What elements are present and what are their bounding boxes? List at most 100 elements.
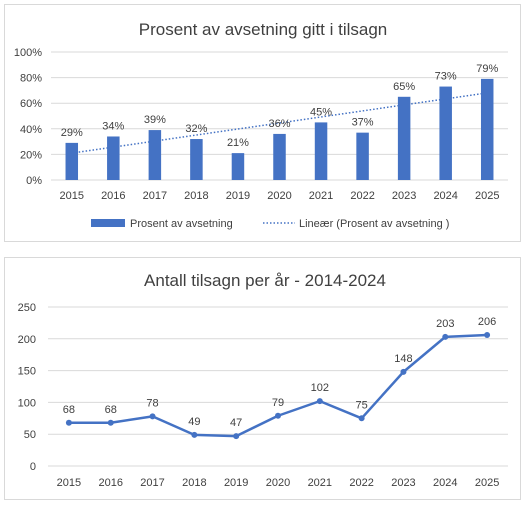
bar bbox=[439, 86, 452, 180]
x-tick-label: 2017 bbox=[143, 190, 167, 202]
bar bbox=[356, 132, 369, 180]
x-tick-label: 2017 bbox=[140, 477, 164, 489]
data-label: 32% bbox=[185, 123, 207, 135]
y-tick-label: 0% bbox=[26, 175, 42, 187]
bar bbox=[397, 96, 411, 180]
x-tick-label: 2015 bbox=[57, 477, 81, 489]
y-tick-label: 250 bbox=[18, 302, 36, 314]
data-label: 36% bbox=[268, 118, 290, 130]
y-tick-label: 150 bbox=[18, 366, 36, 378]
gridlines bbox=[48, 306, 508, 467]
bar bbox=[65, 142, 79, 180]
data-label: 68 bbox=[63, 404, 75, 416]
data-point bbox=[149, 413, 156, 420]
bar bbox=[107, 136, 120, 180]
data-point bbox=[65, 419, 72, 426]
x-axis-ticks: 2015 2016 2017 2018 2019 2020 2021 2022 2023 2024… bbox=[57, 477, 500, 489]
data-label: 79% bbox=[476, 63, 498, 75]
data-label: 203 bbox=[436, 318, 454, 330]
y-tick-label: 200 bbox=[18, 334, 36, 346]
bar bbox=[148, 130, 162, 180]
series-points bbox=[65, 331, 491, 440]
data-labels: 29% 34% 39% 32% 21% 36% 45% 37% 65% 73% 79% bbox=[61, 63, 499, 149]
bar bbox=[273, 133, 286, 180]
x-tick-label: 2021 bbox=[308, 477, 332, 489]
bar bbox=[190, 139, 203, 180]
gridlines bbox=[51, 51, 508, 181]
data-label: 65% bbox=[393, 81, 415, 93]
count-line-chart: Antall tilsagn per år - 2014-2024 0 50 100… bbox=[18, 271, 508, 489]
y-tick-label: 0 bbox=[30, 461, 36, 473]
data-point bbox=[107, 419, 114, 426]
data-label: 68 bbox=[105, 404, 117, 416]
x-tick-label: 2019 bbox=[226, 190, 250, 202]
data-label: 45% bbox=[310, 106, 332, 118]
y-tick-label: 40% bbox=[20, 124, 42, 136]
y-tick-label: 80% bbox=[20, 73, 42, 85]
x-tick-label: 2023 bbox=[391, 477, 415, 489]
bar bbox=[480, 78, 494, 180]
bar bbox=[231, 153, 245, 180]
count-chart-panel: Antall tilsagn per år - 2014-2024 0 50 100… bbox=[4, 257, 521, 500]
y-axis-ticks: 0 50 100 150 200 250 bbox=[18, 302, 36, 473]
x-tick-label: 2016 bbox=[101, 190, 125, 202]
x-tick-label: 2015 bbox=[60, 190, 84, 202]
data-label: 79 bbox=[272, 397, 284, 409]
y-tick-label: 20% bbox=[20, 149, 42, 161]
x-tick-label: 2022 bbox=[349, 477, 373, 489]
data-point bbox=[400, 368, 407, 375]
data-labels: 68 68 78 49 47 79 102 75 148 203 206 bbox=[63, 316, 496, 429]
x-tick-label: 2021 bbox=[309, 190, 333, 202]
data-label: 39% bbox=[144, 114, 166, 126]
x-tick-label: 2024 bbox=[433, 477, 457, 489]
x-tick-label: 2024 bbox=[433, 190, 457, 202]
bars bbox=[65, 78, 494, 180]
data-label: 75 bbox=[356, 399, 368, 411]
bar bbox=[314, 122, 328, 180]
data-point bbox=[275, 412, 281, 419]
legend-label-bar: Prosent av avsetning bbox=[130, 218, 233, 230]
data-point bbox=[442, 333, 449, 340]
data-label: 206 bbox=[478, 316, 496, 328]
x-tick-label: 2018 bbox=[184, 190, 208, 202]
data-label: 47 bbox=[230, 417, 242, 429]
data-label: 21% bbox=[227, 137, 249, 149]
data-point bbox=[233, 433, 240, 440]
x-tick-label: 2019 bbox=[224, 477, 248, 489]
data-point bbox=[484, 331, 491, 338]
series-line bbox=[67, 333, 489, 438]
data-label: 148 bbox=[394, 353, 412, 365]
data-label: 37% bbox=[352, 117, 374, 129]
x-tick-label: 2020 bbox=[266, 477, 290, 489]
data-label: 29% bbox=[61, 127, 83, 139]
x-tick-label: 2025 bbox=[475, 477, 499, 489]
y-tick-label: 60% bbox=[20, 98, 42, 110]
data-label: 34% bbox=[102, 120, 124, 132]
data-point bbox=[191, 431, 198, 438]
y-tick-label: 100 bbox=[18, 397, 36, 409]
x-tick-label: 2022 bbox=[350, 190, 374, 202]
legend-label-trendline: Lineær (Prosent av avsetning ) bbox=[299, 218, 449, 230]
y-tick-label: 50 bbox=[24, 429, 36, 441]
y-tick-label: 100% bbox=[14, 47, 42, 59]
x-tick-label: 2023 bbox=[392, 190, 416, 202]
x-tick-label: 2018 bbox=[182, 477, 206, 489]
x-tick-label: 2020 bbox=[267, 190, 291, 202]
data-point bbox=[316, 398, 323, 405]
data-label: 49 bbox=[188, 416, 200, 428]
data-label: 78 bbox=[146, 397, 158, 409]
data-point bbox=[358, 415, 365, 422]
percent-bar-chart: Prosent av avsetning gitt i tilsagn 0% 20… bbox=[14, 20, 508, 230]
chart-title: Prosent av avsetning gitt i tilsagn bbox=[139, 20, 388, 39]
data-label: 73% bbox=[435, 71, 457, 83]
x-axis-ticks: 2015 2016 2017 2018 2019 2020 2021 2022 2023 2024… bbox=[60, 190, 500, 202]
data-label: 102 bbox=[311, 382, 329, 394]
y-axis-ticks: 0% 20% 40% 60% 80% 100% bbox=[14, 47, 42, 187]
percent-chart-panel: Prosent av avsetning gitt i tilsagn 0% 20… bbox=[4, 4, 521, 242]
legend: Prosent av avsetning Lineær (Prosent av … bbox=[91, 218, 449, 230]
x-tick-label: 2016 bbox=[98, 477, 122, 489]
x-tick-label: 2025 bbox=[475, 190, 499, 202]
series-line-path bbox=[67, 333, 489, 438]
legend-swatch-bar bbox=[91, 219, 125, 227]
chart-title: Antall tilsagn per år - 2014-2024 bbox=[144, 271, 386, 290]
